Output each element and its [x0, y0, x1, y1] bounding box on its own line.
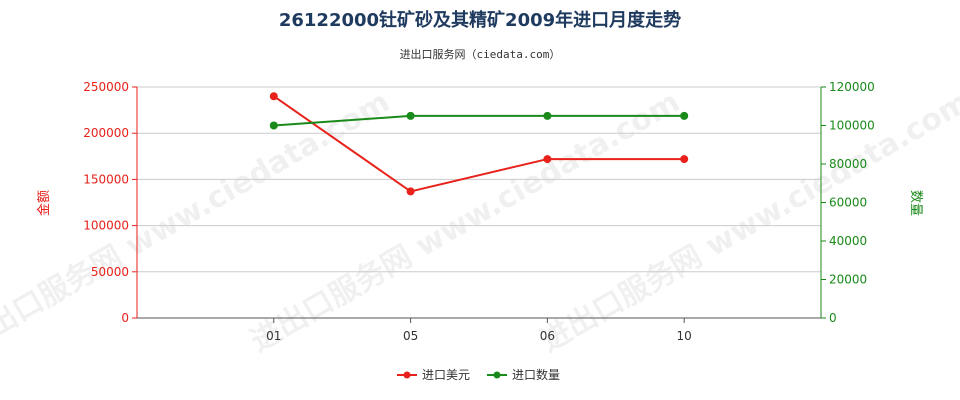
x-tick-label: 10 — [677, 329, 692, 343]
x-tick-label: 05 — [403, 329, 418, 343]
y-left-tick-label: 50000 — [91, 265, 129, 279]
legend-marker-quantity — [493, 371, 501, 379]
y-right-tick-label: 0 — [829, 311, 837, 325]
y-axis-right-label: 数量 — [908, 190, 923, 216]
series-line-quantity — [273, 114, 685, 127]
series — [269, 92, 689, 196]
data-point-quantity — [680, 111, 689, 120]
y-right-tick-label: 20000 — [829, 273, 867, 287]
data-point-usd — [269, 92, 278, 101]
legend-marker-usd — [403, 371, 411, 379]
data-point-quantity — [406, 111, 415, 120]
y-right-tick-label: 40000 — [829, 234, 867, 248]
legend-label-usd: 进口美元 — [422, 368, 470, 382]
data-point-usd — [406, 187, 415, 196]
data-point-quantity — [543, 111, 552, 120]
y-left-tick-label: 150000 — [83, 172, 129, 186]
y-left-tick-label: 250000 — [83, 80, 129, 94]
chart-title: 26122000钍矿砂及其精矿2009年进口月度走势 — [279, 9, 681, 31]
y-right-tick-label: 120000 — [829, 80, 875, 94]
x-tick-label: 01 — [266, 329, 281, 343]
legend-label-quantity: 进口数量 — [512, 367, 560, 382]
series-line-usd — [273, 95, 685, 193]
axes: 0 50000 100000 150000 200000 250000 0 20000 4000… — [83, 80, 875, 343]
y-left-tick-label: 100000 — [83, 219, 129, 233]
data-point-quantity — [269, 121, 278, 130]
x-tick-label: 06 — [540, 329, 555, 343]
y-axis-left-label: 金额 — [36, 190, 52, 216]
y-right-tick-label: 80000 — [829, 157, 867, 171]
gridlines — [137, 86, 821, 273]
y-left-tick-label: 0 — [121, 311, 129, 325]
data-point-usd — [680, 155, 689, 164]
chart-subtitle: 进出口服务网（ciedata.com） — [400, 47, 561, 61]
y-right-tick-label: 100000 — [829, 119, 875, 133]
y-left-tick-label: 200000 — [83, 126, 129, 140]
legend: 进口美元 进口数量 — [397, 367, 560, 382]
data-point-usd — [543, 155, 552, 164]
y-right-tick-label: 60000 — [829, 196, 867, 210]
